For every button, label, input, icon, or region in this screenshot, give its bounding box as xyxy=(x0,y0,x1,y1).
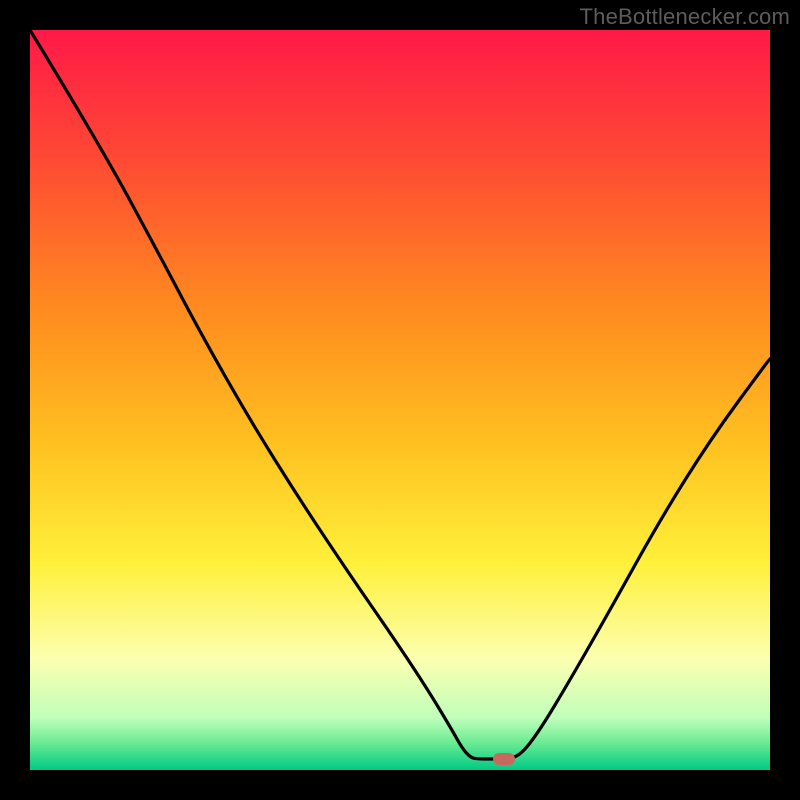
optimum-marker xyxy=(493,753,515,765)
watermark-text: TheBottlenecker.com xyxy=(580,4,790,30)
chart-root: TheBottlenecker.com xyxy=(0,0,800,800)
chart-plot-area xyxy=(30,30,770,770)
bottleneck-chart-svg xyxy=(0,0,800,800)
